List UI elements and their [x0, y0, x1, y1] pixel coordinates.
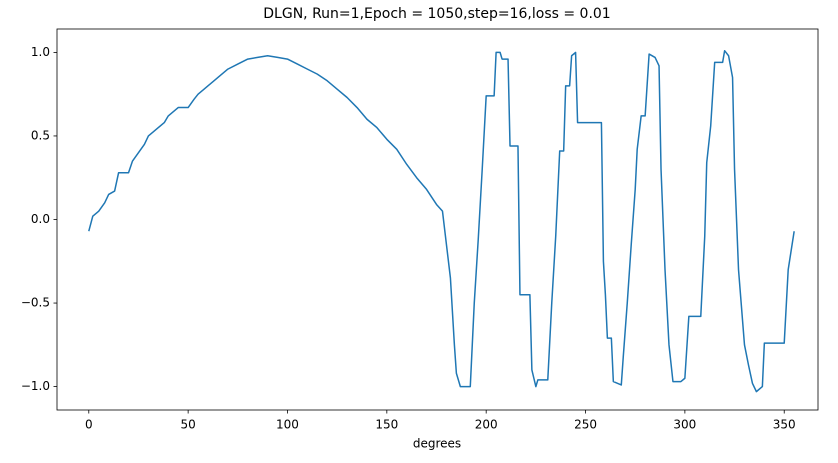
x-tick-label: 350 — [773, 418, 796, 432]
y-tick-label: 0.5 — [31, 128, 50, 142]
x-tick-label: 250 — [574, 418, 597, 432]
y-tick-label: −0.5 — [21, 296, 50, 310]
data-line — [88, 49, 795, 393]
x-tick-label: 200 — [475, 418, 498, 432]
y-tick-label: 0.0 — [31, 212, 50, 226]
x-tick-label: 150 — [375, 418, 398, 432]
x-tick-label: 300 — [673, 418, 696, 432]
y-tick-label: −1.0 — [21, 379, 50, 393]
chart-title: DLGN, Run=1,Epoch = 1050,step=16,loss = … — [263, 6, 610, 22]
x-axis-label: degrees — [413, 437, 461, 451]
y-tick-label: 1.0 — [31, 45, 50, 59]
x-tick-label: 50 — [180, 418, 195, 432]
x-tick-label: 100 — [276, 418, 299, 432]
x-tick-label: 0 — [85, 418, 93, 432]
plot-frame — [56, 28, 819, 411]
